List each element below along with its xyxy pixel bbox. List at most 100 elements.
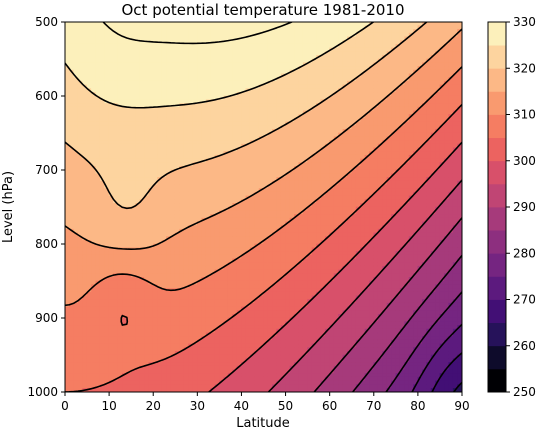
- contour-fill-cell: [219, 332, 225, 337]
- contour-fill-cell: [197, 277, 203, 282]
- contour-fill-cell: [170, 373, 176, 378]
- contour-fill-cell: [249, 273, 255, 278]
- contour-fill-cell: [148, 328, 154, 334]
- contour-fill-cell: [108, 125, 114, 130]
- contour-fill-cell: [227, 47, 233, 52]
- contour-fill-cell: [232, 336, 238, 341]
- contour-fill-cell: [201, 351, 207, 356]
- contour-fill-cell: [148, 47, 154, 52]
- contour-fill-cell: [249, 284, 255, 289]
- contour-fill-cell: [245, 73, 251, 78]
- contour-fill-cell: [232, 365, 238, 371]
- contour-fill-cell: [245, 369, 251, 374]
- contour-fill-cell: [201, 88, 207, 93]
- contour-fill-cell: [245, 343, 251, 348]
- contour-fill-cell: [179, 265, 185, 271]
- contour-fill-cell: [135, 199, 141, 204]
- contour-fill-cell: [192, 369, 198, 374]
- contour-fill-cell: [210, 243, 216, 248]
- contour-fill-cell: [249, 177, 255, 182]
- contour-fill-cell: [148, 162, 154, 167]
- contour-fill-cell: [201, 77, 207, 82]
- contour-fill-cell: [210, 314, 216, 319]
- contour-fill-cell: [205, 251, 211, 256]
- contour-fill-cell: [166, 177, 172, 182]
- contour-fill-cell: [108, 347, 114, 352]
- contour-fill-cell: [170, 265, 176, 271]
- contour-fill-cell: [219, 106, 225, 112]
- contour-fill-cell: [236, 284, 242, 289]
- contour-fill-cell: [272, 125, 278, 130]
- contour-fill-cell: [197, 169, 203, 174]
- contour-fill-cell: [86, 354, 92, 359]
- contour-fill-cell: [82, 47, 88, 52]
- contour-fill-cell: [135, 62, 141, 67]
- contour-fill-cell: [82, 347, 88, 352]
- contour-fill-cell: [188, 236, 194, 241]
- contour-fill-cell: [179, 162, 185, 167]
- contour-fill-cell: [272, 343, 278, 348]
- contour-fill-cell: [236, 339, 242, 345]
- contour-fill-cell: [135, 162, 141, 167]
- contour-fill-cell: [258, 147, 264, 152]
- contour-fill-cell: [122, 154, 128, 160]
- contour-fill-cell: [148, 147, 154, 152]
- contour-fill-cell: [104, 40, 110, 45]
- contour-fill-cell: [245, 47, 251, 52]
- contour-fill-cell: [223, 339, 229, 345]
- contour-fill-cell: [183, 51, 189, 56]
- contour-fill-cell: [139, 343, 145, 348]
- contour-fill-cell: [219, 214, 225, 219]
- contour-fill-cell: [227, 140, 233, 145]
- contour-fill-cell: [249, 325, 255, 330]
- contour-fill-cell: [263, 369, 269, 374]
- contour-fill-cell: [263, 88, 269, 93]
- contour-fill-cell: [122, 40, 128, 45]
- contour-fill-cell: [152, 306, 158, 311]
- contour-fill-cell: [65, 214, 70, 219]
- contour-fill-cell: [148, 376, 154, 382]
- contour-fill-cell: [95, 347, 101, 352]
- contour-fill-cell: [161, 95, 167, 100]
- contour-fill-cell: [183, 351, 189, 356]
- contour-fill-cell: [122, 251, 128, 256]
- contour-fill-cell: [276, 206, 282, 211]
- contour-fill-cell: [267, 106, 273, 112]
- contour-fill-cell: [117, 25, 123, 30]
- contour-fill-cell: [77, 32, 83, 38]
- contour-fill-cell: [69, 140, 75, 145]
- contour-fill-cell: [108, 280, 114, 285]
- contour-fill-cell: [258, 299, 264, 304]
- contour-fill-cell: [152, 88, 158, 93]
- contour-fill-cell: [201, 288, 207, 293]
- contour-fill-cell: [139, 55, 145, 60]
- contour-fill-cell: [161, 29, 167, 34]
- contour-fill-cell: [276, 376, 282, 382]
- contour-fill-cell: [77, 225, 83, 230]
- contour-fill-cell: [139, 302, 145, 308]
- contour-fill-cell: [148, 110, 154, 115]
- contour-fill-cell: [280, 191, 286, 197]
- contour-fill-cell: [227, 347, 233, 352]
- contour-fill-cell: [144, 214, 150, 219]
- contour-fill-cell: [201, 143, 207, 149]
- contour-fill-cell: [174, 362, 180, 367]
- contour-fill-cell: [95, 332, 101, 337]
- contour-fill-cell: [232, 62, 238, 67]
- contour-fill-cell: [263, 55, 269, 60]
- contour-fill-cell: [201, 299, 207, 304]
- contour-fill-cell: [179, 136, 185, 141]
- contour-fill-cell: [86, 40, 92, 45]
- contour-fill-cell: [263, 373, 269, 378]
- contour-fill-cell: [113, 147, 119, 152]
- contour-fill-cell: [258, 32, 264, 38]
- contour-fill-cell: [73, 203, 79, 208]
- contour-fill-cell: [205, 269, 211, 274]
- contour-fill-cell: [144, 347, 150, 352]
- contour-fill-cell: [82, 177, 88, 182]
- contour-fill-cell: [236, 332, 242, 337]
- contour-fill-cell: [166, 369, 172, 374]
- contour-fill-cell: [135, 254, 141, 260]
- contour-fill-cell: [188, 240, 194, 245]
- contour-fill-cell: [188, 388, 194, 392]
